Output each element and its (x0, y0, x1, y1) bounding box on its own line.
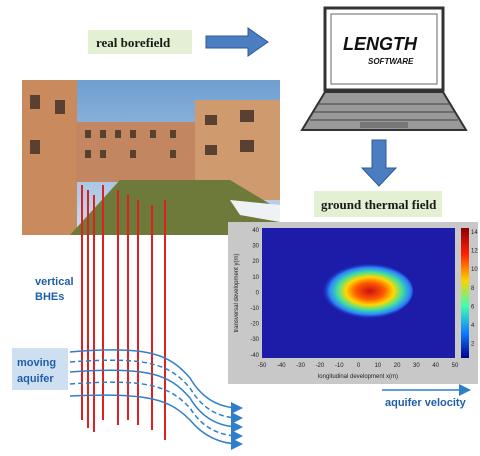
colorbar-tick-label: 10 (471, 267, 478, 273)
x-axis-label: longitudinal development x(m) (318, 374, 398, 380)
colorbar-tick-label: 12 (471, 249, 478, 255)
x-tick-label: 40 (432, 363, 439, 369)
y-tick-label: 40 (252, 228, 259, 234)
moving-aquifer-label: aquifer (17, 373, 54, 385)
y-tick-label: 20 (252, 259, 259, 265)
x-tick-label: 30 (413, 363, 420, 369)
x-tick-label: -20 (316, 363, 325, 369)
y-tick-label: 30 (252, 244, 259, 250)
y-tick-label: -10 (250, 306, 259, 312)
x-tick-label: -10 (335, 363, 344, 369)
arrow (206, 28, 268, 56)
heatmap-panel (228, 222, 478, 384)
software-subtitle: SOFTWARE (368, 57, 414, 66)
aquifer-velocity-label: aquifer velocity (385, 397, 467, 409)
x-tick-label: -40 (277, 363, 286, 369)
x-tick-label: -30 (296, 363, 305, 369)
vertical-bhes-label: BHEs (35, 291, 64, 303)
laptop (302, 8, 466, 130)
aquifer-flow (70, 350, 240, 444)
y-tick-label: -30 (250, 337, 259, 343)
y-tick-label: -40 (250, 353, 259, 359)
x-tick-label: 10 (374, 363, 381, 369)
x-tick-label: 50 (452, 363, 459, 369)
y-tick-label: 10 (252, 275, 259, 281)
x-tick-label: 20 (394, 363, 401, 369)
y-axis-label: transversal development y(m) (234, 253, 240, 332)
colorbar-tick-label: 14 (471, 230, 478, 236)
y-tick-label: -20 (250, 322, 259, 328)
arrow (362, 140, 396, 186)
diagram: real borefield LENGTH SOFTWARE vertical … (0, 0, 480, 456)
x-tick-label: -50 (258, 363, 267, 369)
real-borefield-label: real borefield (96, 35, 171, 50)
ground-thermal-field-label: ground thermal field (321, 197, 437, 212)
software-title: LENGTH (343, 34, 418, 54)
vertical-bhes-label: vertical (35, 276, 74, 288)
moving-aquifer-label: moving (17, 357, 56, 369)
